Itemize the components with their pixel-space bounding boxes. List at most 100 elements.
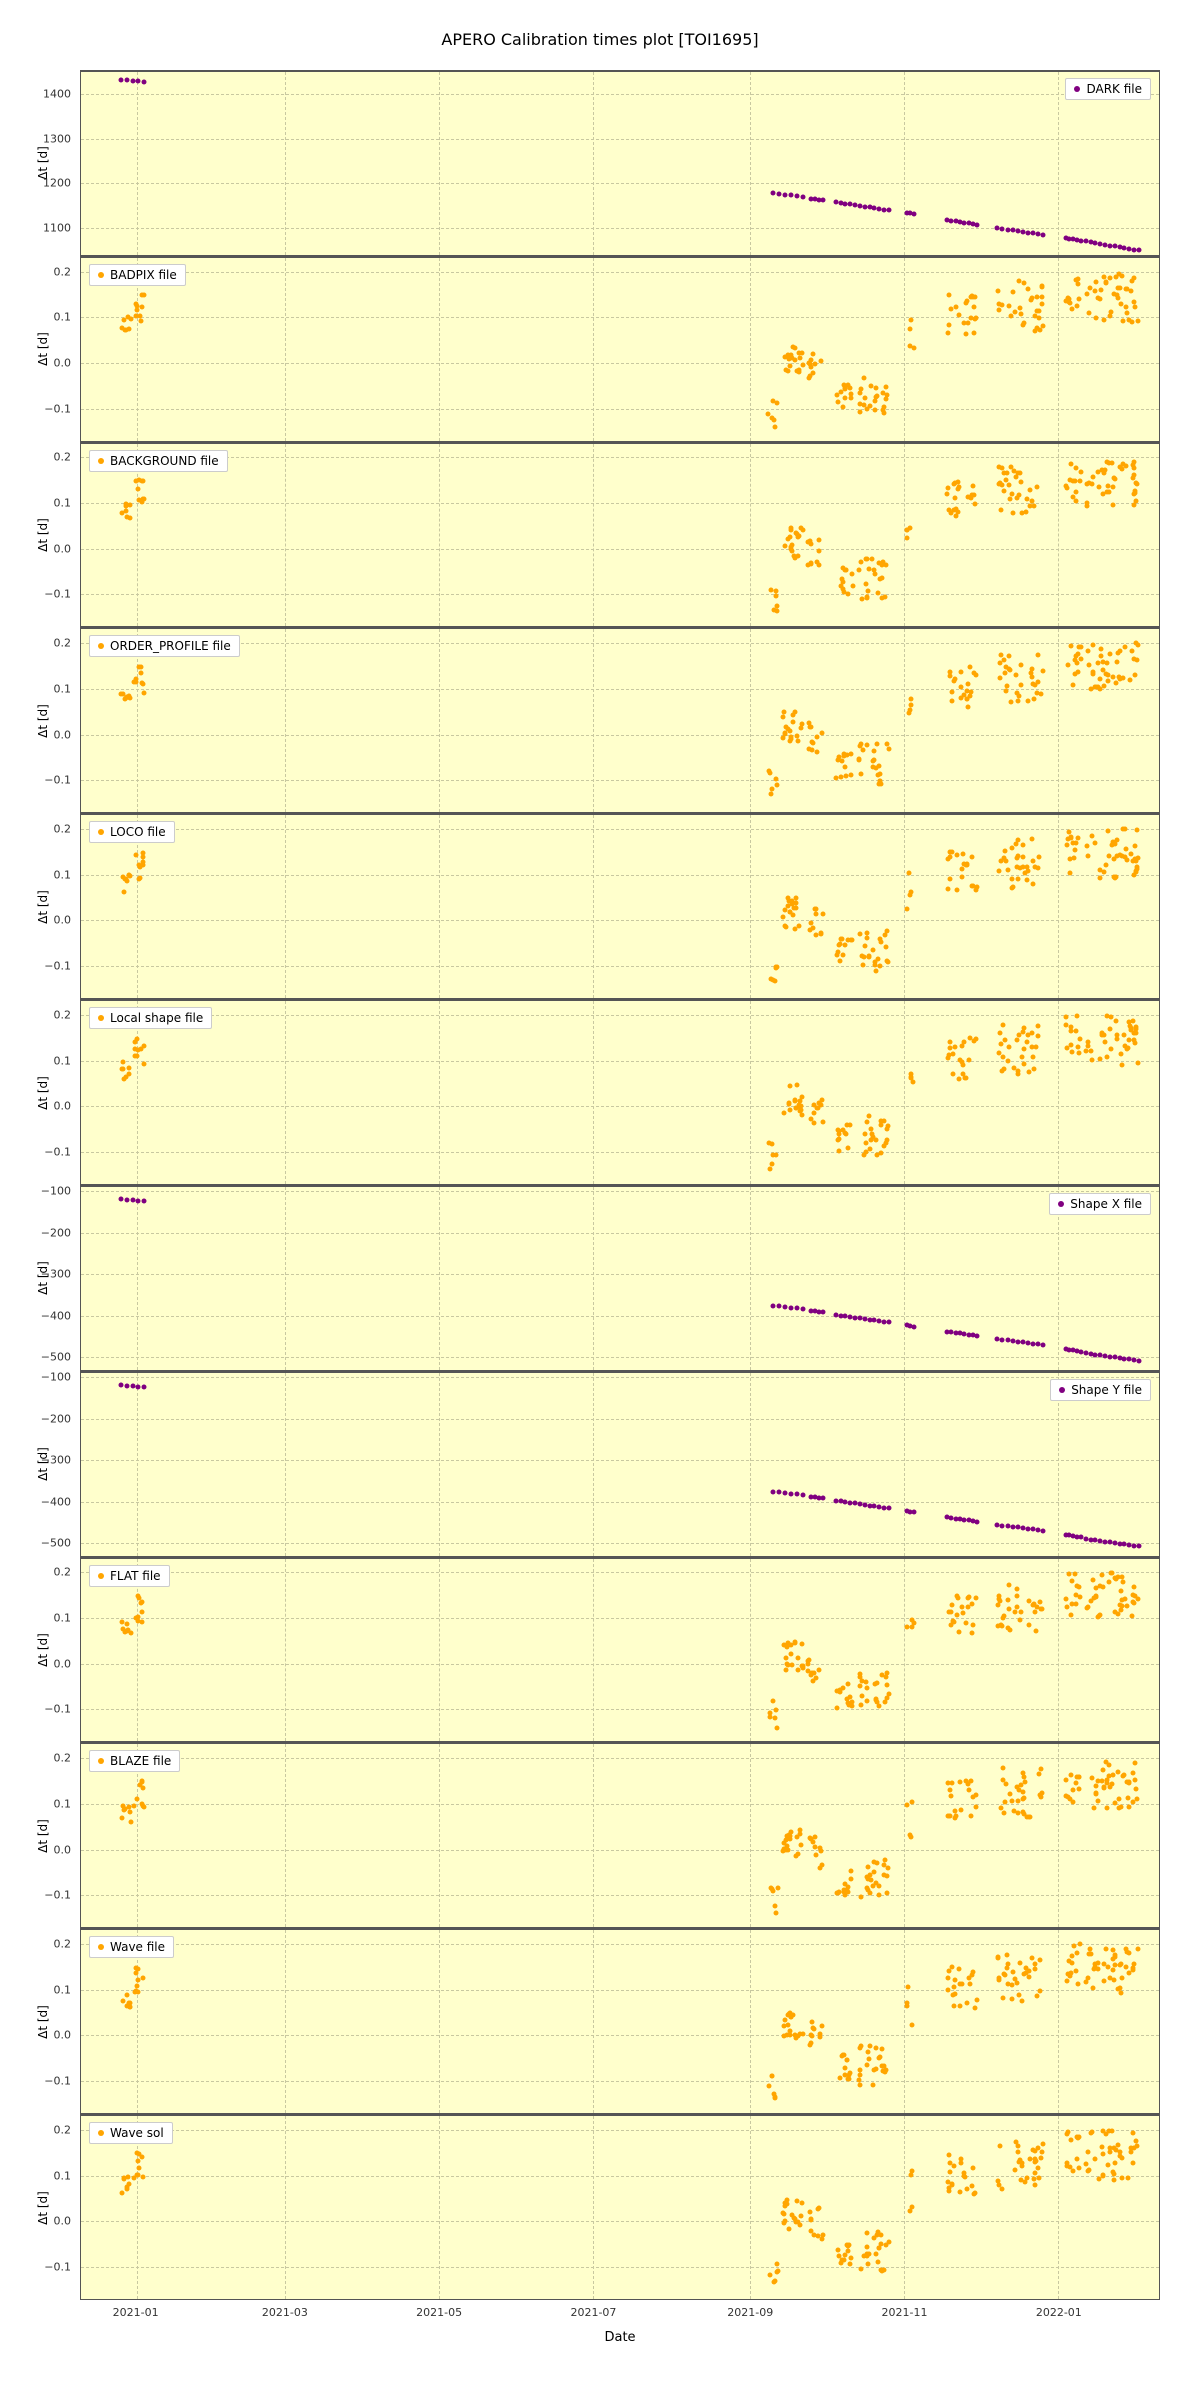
data-point [840, 404, 845, 409]
data-point [878, 2233, 883, 2238]
data-point [846, 1146, 851, 1151]
data-point [858, 560, 863, 565]
data-point [1006, 1582, 1011, 1587]
x-gridline [137, 1187, 138, 1370]
data-point [133, 1966, 138, 1971]
data-point [1068, 871, 1073, 876]
x-gridline [1058, 258, 1059, 441]
data-point [141, 691, 146, 696]
data-point [1094, 1586, 1099, 1591]
data-point [1123, 645, 1128, 650]
data-point [948, 1794, 953, 1799]
data-point [770, 1489, 775, 1494]
data-point [140, 1785, 145, 1790]
data-point [773, 1910, 778, 1915]
y-tick-label: 0.1 [54, 1797, 72, 1810]
plot-area [81, 258, 1159, 441]
data-point [845, 592, 850, 597]
data-point [776, 1490, 781, 1495]
x-gridline [593, 258, 594, 441]
data-point [963, 331, 968, 336]
data-point [1132, 503, 1137, 508]
data-point [975, 1333, 980, 1338]
x-gridline [439, 258, 440, 441]
y-gridline [81, 1233, 1159, 1234]
data-point [1085, 844, 1090, 849]
x-gridline [593, 629, 594, 812]
data-point [1106, 672, 1111, 677]
y-gridline [81, 317, 1159, 318]
data-point [884, 1671, 889, 1676]
data-point [1028, 670, 1033, 675]
data-point [954, 1593, 959, 1598]
data-point [119, 691, 124, 696]
data-point [973, 2005, 978, 2010]
data-point [1108, 652, 1113, 657]
x-gridline [439, 2116, 440, 2299]
y-tick-label: −300 [41, 1268, 71, 1281]
data-point [1015, 1068, 1020, 1073]
data-point [1037, 308, 1042, 313]
data-point [1008, 699, 1013, 704]
data-point [1100, 668, 1105, 673]
data-point [1111, 1978, 1116, 1983]
data-point [947, 508, 952, 513]
data-point [1073, 1029, 1078, 1034]
y-gridline [81, 2267, 1159, 2268]
data-point [848, 772, 853, 777]
y-gridline [81, 2035, 1159, 2036]
data-point [967, 1981, 972, 1986]
data-point [816, 1668, 821, 1673]
data-point [859, 771, 864, 776]
data-point [1093, 841, 1098, 846]
data-point [1089, 833, 1094, 838]
data-point [858, 2067, 863, 2072]
data-point [884, 1127, 889, 1132]
data-point [814, 1675, 819, 1680]
data-point [907, 892, 912, 897]
x-gridline [593, 1559, 594, 1742]
legend-label: FLAT file [110, 1569, 161, 1583]
data-point [948, 669, 953, 674]
data-point [869, 1127, 874, 1132]
data-point [972, 501, 977, 506]
data-point [963, 2174, 968, 2179]
data-point [794, 1306, 799, 1311]
data-point [1015, 876, 1020, 881]
data-point [774, 1725, 779, 1730]
data-point [789, 355, 794, 360]
data-point [1129, 648, 1134, 653]
data-point [1065, 663, 1070, 668]
x-gridline [593, 2116, 594, 2299]
data-point [1030, 881, 1035, 886]
data-point [138, 1601, 143, 1606]
data-point [781, 2212, 786, 2217]
data-point [1006, 1598, 1011, 1603]
x-gridline [904, 2116, 905, 2299]
data-point [1013, 1610, 1018, 1615]
data-point [966, 320, 971, 325]
y-tick-label: −0.1 [44, 402, 71, 415]
x-gridline [1058, 72, 1059, 255]
data-point [1030, 675, 1035, 680]
data-point [951, 2003, 956, 2008]
data-point [1128, 2149, 1133, 2154]
data-point [1107, 276, 1112, 281]
x-gridline [904, 72, 905, 255]
data-point [836, 1137, 841, 1142]
data-point [910, 2022, 915, 2027]
y-gridline [81, 183, 1159, 184]
data-point [1077, 645, 1082, 650]
x-gridline [1058, 1930, 1059, 2113]
data-point [1094, 1595, 1099, 1600]
y-axis-label: Δt [d] [36, 2191, 50, 2225]
data-point [1112, 874, 1117, 879]
data-point [1078, 479, 1083, 484]
data-point [1018, 1610, 1023, 1615]
data-point [877, 2055, 882, 2060]
data-point [845, 2058, 850, 2063]
data-point [1102, 318, 1107, 323]
data-point [817, 548, 822, 553]
x-gridline [439, 815, 440, 998]
data-point [774, 2261, 779, 2266]
